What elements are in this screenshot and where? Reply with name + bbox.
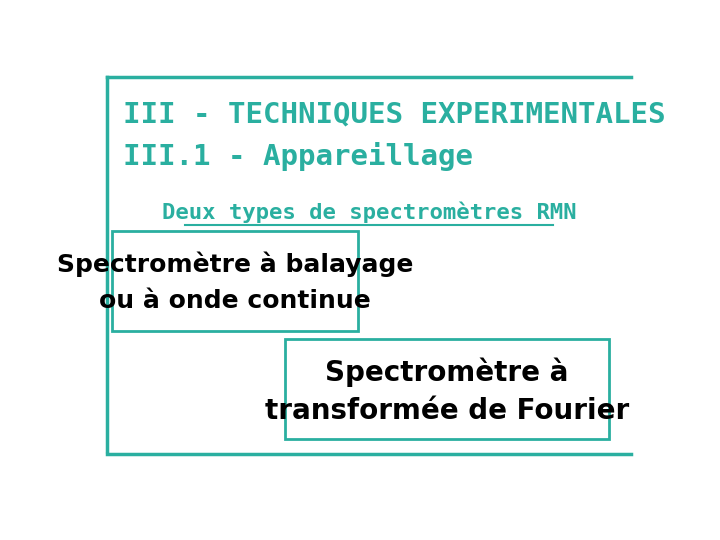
Text: III.1 - Appareillage: III.1 - Appareillage <box>124 142 474 171</box>
Text: III - TECHNIQUES EXPERIMENTALES: III - TECHNIQUES EXPERIMENTALES <box>124 100 666 129</box>
Text: transformée de Fourier: transformée de Fourier <box>265 397 629 425</box>
Text: Spectromètre à balayage: Spectromètre à balayage <box>57 251 413 277</box>
Text: Spectromètre à: Spectromètre à <box>325 357 569 387</box>
Text: Deux types de spectromètres RMN: Deux types de spectromètres RMN <box>162 201 576 223</box>
FancyBboxPatch shape <box>285 339 609 439</box>
Text: ou à onde continue: ou à onde continue <box>99 289 371 313</box>
FancyBboxPatch shape <box>112 231 358 331</box>
